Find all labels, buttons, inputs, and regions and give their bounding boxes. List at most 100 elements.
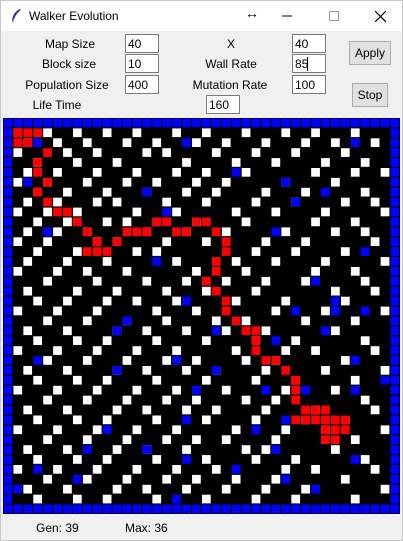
wall-cell (43, 395, 52, 405)
border-cell (390, 247, 400, 256)
wall-cell (33, 296, 43, 306)
wall-cell (192, 356, 201, 365)
wall-cell (261, 366, 271, 375)
map-size-input[interactable] (125, 34, 159, 53)
border-cell (3, 504, 13, 514)
obstacle-cell (350, 356, 360, 365)
wall-rate-input[interactable] (292, 54, 326, 73)
close-button[interactable] (357, 1, 403, 31)
wall-cell (102, 128, 112, 138)
obstacle-cell (301, 385, 310, 395)
wall-cell (271, 158, 281, 167)
obstacle-cell (112, 326, 122, 336)
wall-cell (380, 425, 390, 435)
obstacle-cell (360, 306, 370, 316)
wall-cell (202, 286, 211, 296)
wall-cell (241, 217, 251, 227)
wall-cell (132, 247, 142, 256)
border-cell (390, 158, 400, 167)
wall-cell (172, 385, 181, 395)
wall-cell (63, 148, 72, 157)
wall-cell (221, 326, 231, 336)
apply-button[interactable]: Apply (349, 41, 391, 65)
life-time-label: Life Time (32, 98, 82, 112)
walker-cell (221, 247, 231, 256)
mutation-rate-input[interactable] (292, 75, 326, 94)
border-cell (360, 118, 370, 128)
border-cell (112, 118, 122, 128)
block-size-label: Block size (41, 57, 97, 71)
minimize-button[interactable] (264, 1, 310, 31)
wall-cell (360, 395, 370, 405)
border-cell (231, 118, 241, 128)
wall-cell (92, 168, 102, 177)
wall-cell (53, 346, 62, 355)
wall-cell (122, 138, 132, 147)
wall-cell (251, 494, 261, 504)
life-time-input[interactable] (206, 95, 240, 114)
border-cell (390, 217, 400, 227)
population-size-input[interactable] (125, 75, 159, 94)
wall-cell (152, 247, 162, 256)
border-cell (390, 257, 400, 266)
wall-cell (321, 366, 330, 375)
border-cell (122, 118, 132, 128)
border-cell (3, 286, 13, 296)
wall-cell (211, 316, 221, 326)
obstacle-cell (192, 385, 201, 395)
map-canvas[interactable] (3, 118, 400, 514)
obstacle-cell (152, 257, 162, 266)
wall-cell (281, 346, 291, 355)
walker-cell (13, 138, 23, 147)
wall-cell (231, 207, 241, 217)
walker-cell (122, 227, 132, 237)
walker-cell (33, 168, 43, 177)
wall-cell (340, 474, 350, 484)
wall-cell (132, 346, 142, 355)
wall-cell (92, 148, 102, 157)
border-cell (63, 118, 72, 128)
wall-cell (221, 177, 231, 187)
border-cell (3, 267, 13, 276)
wall-cell (380, 306, 390, 316)
border-cell (390, 286, 400, 296)
wall-cell (370, 346, 380, 355)
wall-cell (221, 385, 231, 395)
wall-cell (142, 326, 152, 336)
border-cell (390, 177, 400, 187)
obstacle-cell (112, 366, 122, 375)
border-cell (3, 168, 13, 177)
x-input[interactable] (292, 34, 326, 53)
stop-button[interactable]: Stop (352, 83, 388, 107)
maximize-button[interactable] (311, 1, 357, 31)
walker-cell (92, 237, 102, 246)
border-cell (3, 237, 13, 246)
wall-cell (360, 158, 370, 167)
wall-cell (380, 168, 390, 177)
wall-cell (350, 217, 360, 227)
walker-cell (221, 237, 231, 246)
wall-cell (331, 326, 340, 336)
walker-cell (72, 217, 82, 227)
block-size-input[interactable] (125, 54, 159, 73)
border-cell (321, 504, 330, 514)
wall-cell (182, 445, 191, 454)
wall-cell (231, 296, 241, 306)
wall-cell (72, 158, 82, 167)
wall-cell (142, 366, 152, 375)
wall-cell (23, 484, 33, 494)
border-cell (221, 504, 231, 514)
walker-cell (221, 306, 231, 316)
wall-cell (172, 465, 181, 474)
obstacle-cell (33, 356, 43, 365)
border-cell (3, 148, 13, 157)
border-cell (390, 484, 400, 494)
wall-cell (271, 395, 281, 405)
title-bar[interactable]: Walker Evolution ↔ (1, 1, 402, 31)
wall-cell (331, 227, 340, 237)
border-cell (72, 504, 82, 514)
wall-cell (340, 356, 350, 365)
border-cell (172, 504, 181, 514)
wall-cell (72, 247, 82, 256)
border-cell (3, 217, 13, 227)
